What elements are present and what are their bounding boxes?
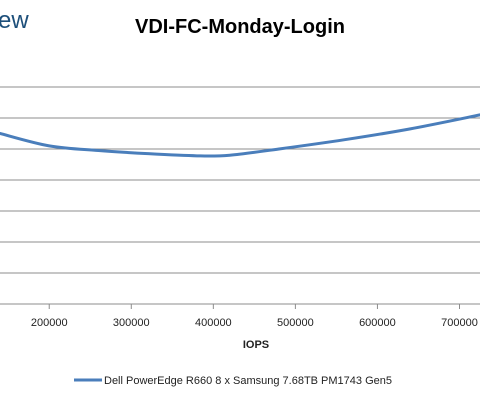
brand-logo-text: ew	[0, 7, 29, 34]
x-axis-ticks: 200000 300000 400000 500000 600000 700000	[31, 304, 478, 329]
series-layer	[0, 113, 480, 158]
gridlines	[0, 86, 480, 305]
x-tick-label-600000: 600000	[359, 317, 396, 329]
legend: Dell PowerEdge R660 8 x Samsung 7.68TB P…	[74, 375, 392, 387]
series-line-1	[0, 113, 480, 158]
x-tick-label-700000: 700000	[441, 317, 478, 329]
x-tick-label-200000: 200000	[31, 317, 68, 329]
legend-label: Dell PowerEdge R660 8 x Samsung 7.68TB P…	[104, 375, 392, 387]
chart-title: VDI-FC-Monday-Login	[135, 16, 345, 38]
x-tick-label-400000: 400000	[195, 317, 232, 329]
x-axis-title: IOPS	[243, 339, 269, 351]
x-tick-label-500000: 500000	[277, 317, 314, 329]
x-tick-label-300000: 300000	[113, 317, 150, 329]
